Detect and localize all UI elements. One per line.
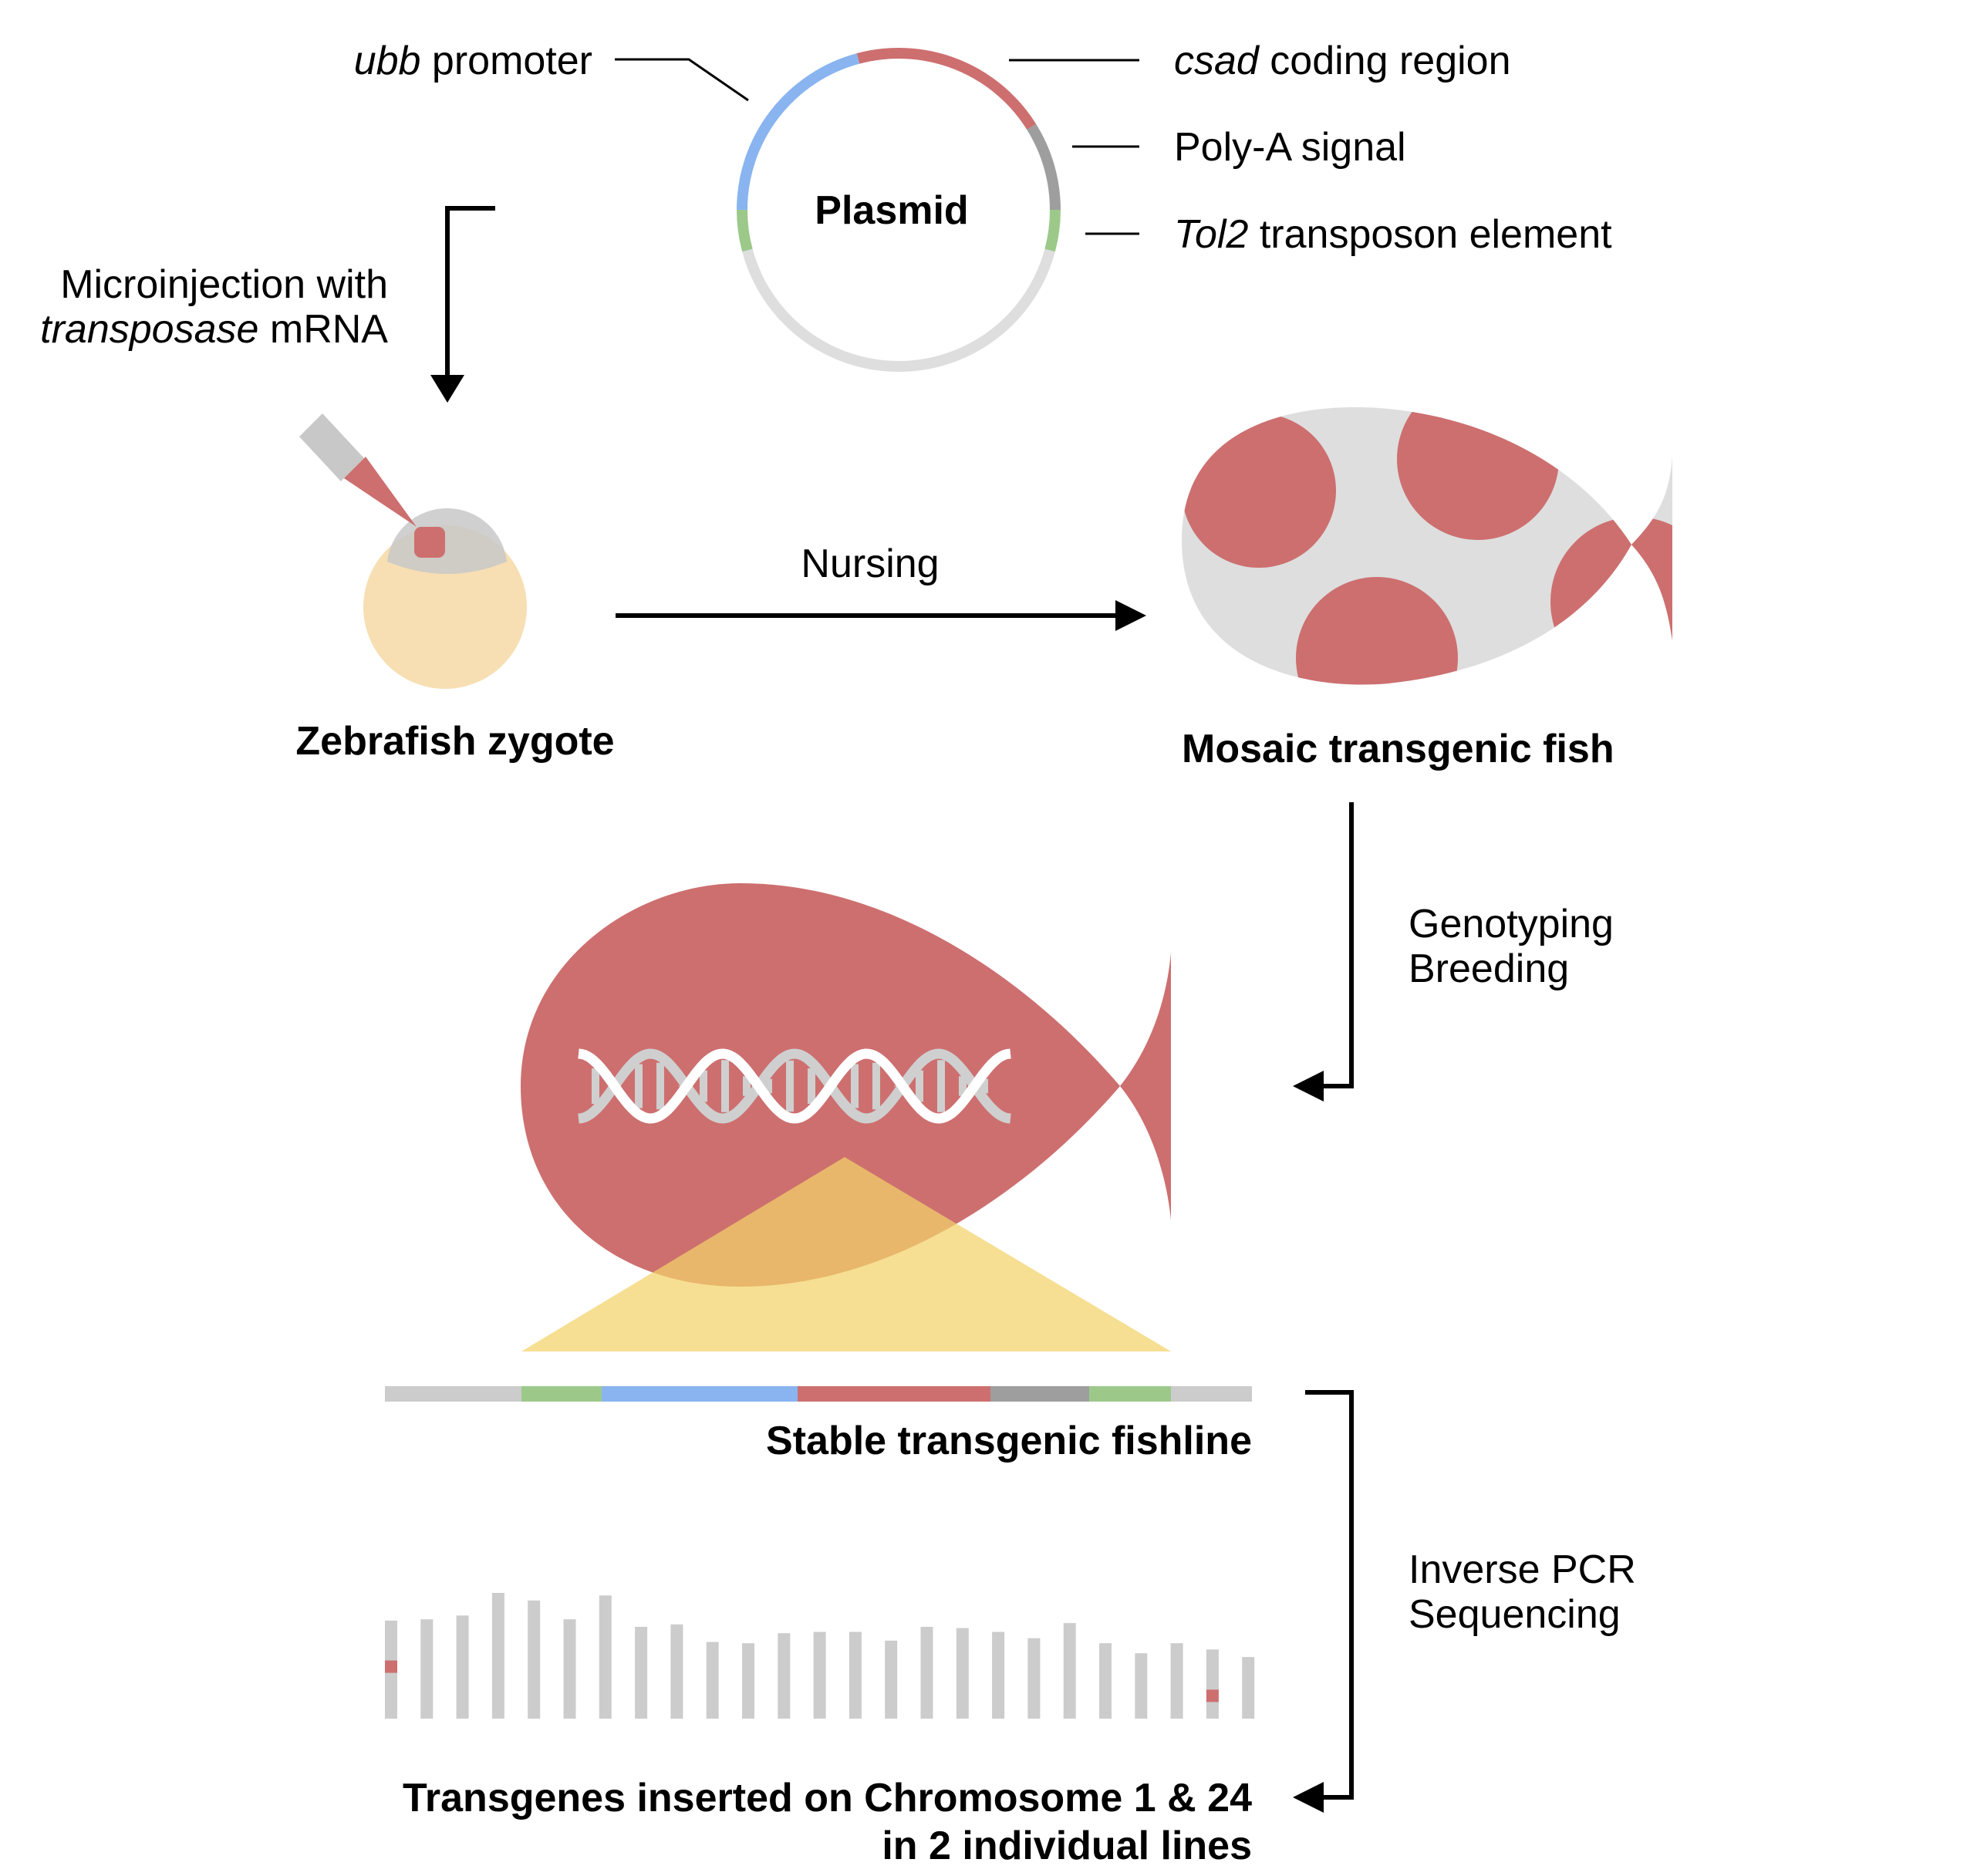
plasmid-coding-arc	[856, 48, 1037, 130]
chromosome-18	[992, 1631, 1005, 1719]
tol2-gene-name: Tol2	[1174, 212, 1248, 257]
chromosome-22	[1135, 1653, 1148, 1719]
inverse-pcr-label: Inverse PCR	[1409, 1547, 1636, 1592]
mosaic-transgenic-fish	[1182, 407, 1672, 685]
plasmid-title: Plasmid	[815, 188, 968, 233]
mosaic-spot	[1550, 517, 1672, 685]
mosaic-caption: Mosaic transgenic fish	[1182, 727, 1614, 771]
coding-label: csad coding region	[1174, 39, 1511, 83]
chromosome-4	[491, 1593, 504, 1719]
chromosome-5	[528, 1600, 541, 1719]
microinjection-label-line1: Microinjection with	[60, 262, 388, 307]
chromosome-24	[1206, 1649, 1219, 1719]
chromosome-11	[742, 1643, 754, 1719]
chromosome-19	[1027, 1638, 1041, 1719]
plasmid-tol2-left-arc	[737, 209, 753, 252]
chromosome-20	[1063, 1623, 1076, 1719]
stable-fish-tail	[1120, 953, 1171, 1220]
mosaic-spot	[1182, 413, 1336, 568]
zebrafish-zygote	[299, 413, 527, 689]
dna-strand-back	[578, 1048, 1011, 1124]
dna-helix-icon	[578, 1048, 1011, 1124]
construct-segment-tol2-right	[1089, 1386, 1171, 1402]
chromosome-7	[599, 1595, 612, 1719]
chromosome-12	[778, 1633, 791, 1719]
microinjection-label-line2: transposase mRNA	[40, 307, 388, 352]
nursing-arrow	[616, 600, 1146, 631]
chromosome-set	[385, 1593, 1255, 1719]
tol2-label-text: transposon element	[1248, 212, 1612, 257]
injection-needle-tip	[344, 457, 417, 527]
plasmid-leader-lines	[615, 58, 1139, 235]
promoter-gene-name: ubb	[354, 39, 421, 83]
chromosome-3	[456, 1615, 469, 1719]
chromosome-2	[420, 1619, 434, 1719]
construct-segment-backbone-right	[1171, 1386, 1252, 1402]
coding-gene-name: csad	[1174, 39, 1260, 83]
promoter-label: ubb promoter	[354, 39, 592, 83]
construct-segment-backbone-left	[385, 1386, 521, 1402]
chromosome-23	[1170, 1643, 1183, 1719]
chromosome-8	[635, 1627, 648, 1719]
construct-segment-tol2-left	[521, 1386, 602, 1402]
chromosome-21	[1099, 1643, 1112, 1719]
mrna-word: mRNA	[258, 307, 388, 352]
chromosome-14	[849, 1631, 862, 1719]
injection-needle-body	[299, 413, 364, 481]
plasmid-promoter-arc	[737, 53, 860, 211]
dna-strand-front	[578, 1048, 1011, 1124]
zygote-cell	[387, 508, 507, 574]
breeding-label: Breeding	[1409, 946, 1569, 991]
genotyping-label: Genotyping	[1409, 902, 1614, 946]
integrated-construct-bar	[385, 1386, 1252, 1402]
promoter-label-text: promoter	[420, 39, 592, 83]
inverse-pcr-arrow	[1293, 1390, 1354, 1813]
chromosome-10	[706, 1642, 719, 1719]
mosaic-spot	[1397, 407, 1559, 540]
coding-label-text: coding region	[1259, 39, 1511, 83]
microinjection-arrow	[430, 206, 495, 403]
nursing-label: Nursing	[801, 542, 939, 586]
chromosome-6	[563, 1619, 576, 1719]
genotyping-breeding-arrow	[1293, 802, 1354, 1102]
plasmid: Plasmid	[737, 48, 1061, 372]
construct-segment-promoter	[602, 1386, 798, 1402]
tol2-label: Tol2 transposon element	[1174, 212, 1612, 257]
chromosome-13	[813, 1631, 826, 1719]
plasmid-polya-arc	[1027, 123, 1061, 211]
stable-transgenic-fish	[521, 883, 1171, 1351]
chromosome-17	[956, 1628, 969, 1719]
chromosome-25	[1242, 1657, 1255, 1719]
promoter-leader-line	[615, 58, 749, 102]
stable-caption: Stable transgenic fishline	[766, 1419, 1252, 1463]
chromosome-16	[920, 1627, 933, 1719]
transposase-word: transposase	[40, 307, 258, 352]
plasmid-backbone-arc	[742, 248, 1055, 372]
insertion-triangle	[521, 1157, 1171, 1351]
chromosome-9	[670, 1624, 683, 1719]
transgene-insertion-mark-chr-1	[385, 1660, 397, 1673]
construct-segment-coding	[798, 1386, 990, 1402]
chromosome-15	[885, 1640, 898, 1719]
result-caption-line2: in 2 individual lines	[882, 1824, 1252, 1868]
injected-dna-droplet	[414, 527, 445, 558]
sequencing-label: Sequencing	[1409, 1592, 1621, 1637]
transgene-insertion-mark-chr-24	[1206, 1689, 1219, 1702]
polya-label: Poly-A signal	[1174, 125, 1406, 170]
stable-fish-body	[521, 883, 1120, 1287]
mosaic-spot	[1296, 577, 1458, 685]
construct-segment-polya	[990, 1386, 1089, 1402]
plasmid-tol2-right-arc	[1044, 209, 1061, 252]
zygote-caption: Zebrafish zygote	[295, 719, 614, 764]
result-caption-line1: Transgenes inserted on Chromosome 1 & 24	[403, 1776, 1252, 1820]
